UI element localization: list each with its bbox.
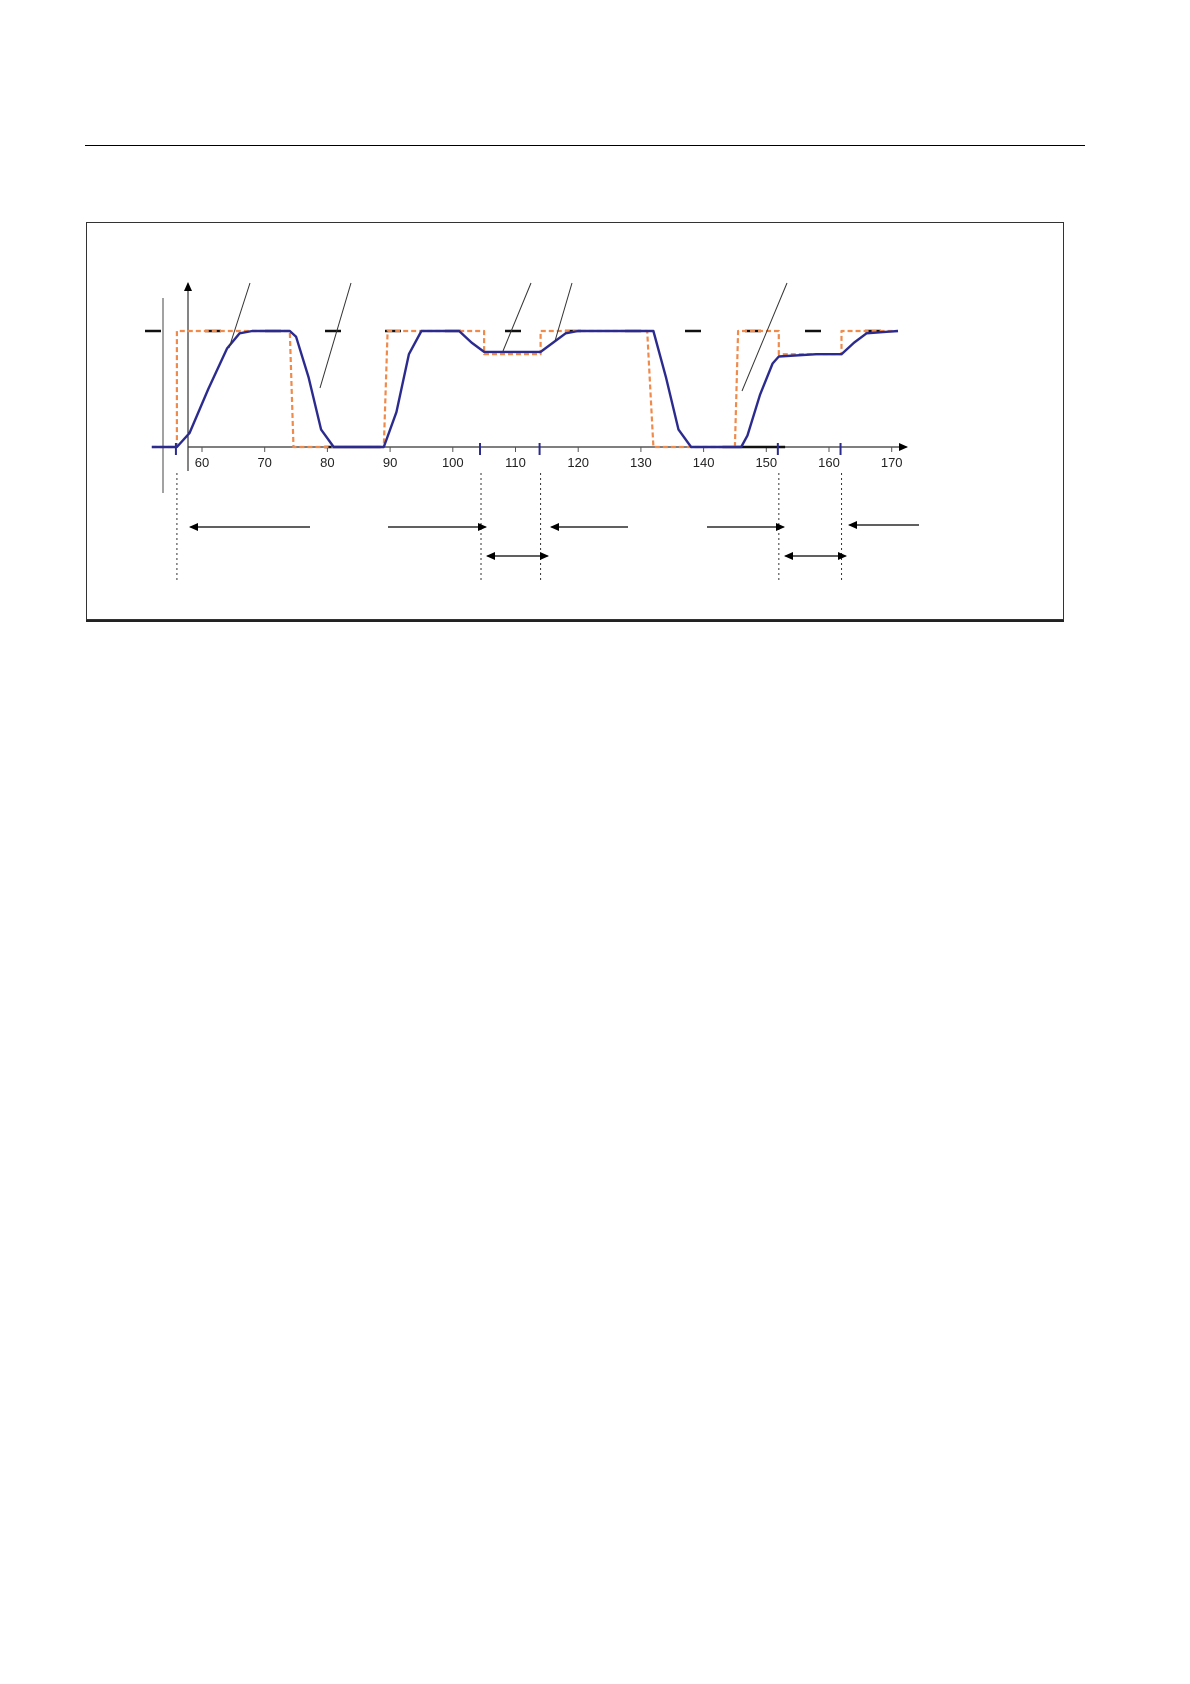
- x-tick-label: 70: [257, 455, 271, 470]
- x-tick-label: 170: [881, 455, 903, 470]
- figure-frame: 60 70 80 90 100 110 120 130 140 150 160 170: [86, 222, 1064, 622]
- dotted-markers: [174, 443, 843, 583]
- leader-line: [554, 282, 573, 342]
- leader-line: [319, 282, 352, 389]
- x-tick-label: 150: [755, 455, 777, 470]
- x-tick-label: 100: [442, 455, 464, 470]
- series: [151, 329, 899, 449]
- leader-line: [228, 282, 251, 349]
- x-ticks: 60 70 80 90 100 110 120 130 140 150 160 170: [195, 447, 903, 470]
- series-response-line: [151, 329, 899, 449]
- leader-lines: [228, 282, 788, 392]
- x-tick-label: 90: [383, 455, 397, 470]
- reference-levels: [139, 329, 922, 449]
- leader-line: [741, 282, 788, 392]
- x-tick-label: 80: [320, 455, 334, 470]
- chart: 60 70 80 90 100 110 120 130 140 150 160 170: [139, 282, 922, 583]
- x-tick-label: 130: [630, 455, 652, 470]
- leader-line: [502, 282, 532, 352]
- header-rule: [85, 145, 1085, 146]
- x-tick-label: 140: [693, 455, 715, 470]
- x-tick-label: 60: [195, 455, 209, 470]
- x-tick-label: 110: [505, 455, 526, 470]
- x-tick-label: 120: [567, 455, 589, 470]
- x-tick-label: 160: [818, 455, 840, 470]
- range-arrows: [189, 521, 919, 560]
- series-setpoint-line: [151, 329, 898, 449]
